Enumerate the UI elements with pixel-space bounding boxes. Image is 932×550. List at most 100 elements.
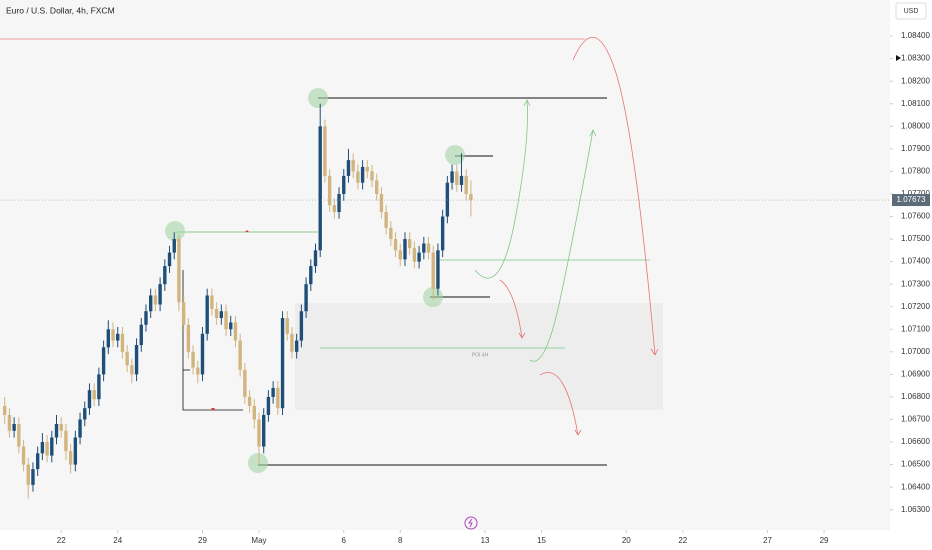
x-tick-label: 15 <box>537 536 546 545</box>
candle-body <box>313 250 318 267</box>
candle-body <box>417 252 421 262</box>
x-tick-label: 6 <box>342 536 347 545</box>
swing-circle <box>308 88 328 108</box>
candle-body <box>68 451 73 465</box>
candle-body <box>398 250 402 260</box>
y-tick-label: 1.07000 <box>901 347 930 356</box>
candle-body <box>299 311 304 341</box>
candle-body <box>125 351 129 366</box>
x-tick-label: 20 <box>622 536 631 545</box>
candle-body <box>64 430 68 452</box>
candle-body <box>92 390 96 400</box>
candle-body <box>346 160 351 176</box>
last-price-box <box>892 194 930 207</box>
candle-body <box>450 171 454 183</box>
candle-body <box>214 308 219 318</box>
candle-body <box>365 166 369 172</box>
currency: USD <box>904 8 919 15</box>
candle-body <box>26 464 30 485</box>
y-tick-label: 1.07400 <box>901 257 930 266</box>
candle-body <box>3 405 7 415</box>
candle-body <box>158 284 162 305</box>
candle-body <box>116 333 120 341</box>
red-arrow <box>539 372 582 436</box>
y-tick-label: 1.07600 <box>901 212 930 221</box>
candle-body <box>243 369 247 397</box>
swing-circle <box>165 221 185 241</box>
candle-body <box>163 266 167 285</box>
candle-body <box>167 252 172 267</box>
candle-body <box>35 453 40 470</box>
candle-body <box>257 419 261 447</box>
x-tick-label: 22 <box>57 536 66 545</box>
candle-body <box>384 212 388 228</box>
candle-body <box>50 437 54 456</box>
candle-body <box>247 396 252 406</box>
candle-body <box>370 171 374 181</box>
candle-body <box>412 248 417 262</box>
candle-body <box>45 442 49 456</box>
candle-body <box>332 205 337 212</box>
candle-body <box>177 239 181 303</box>
y-tick-label: 1.07300 <box>901 279 930 288</box>
candle-body <box>196 367 200 375</box>
candle-body <box>337 193 341 212</box>
y-tick-label: 1.06600 <box>901 437 930 446</box>
y-tick-label: 1.06700 <box>901 415 930 424</box>
candle-body <box>309 266 313 285</box>
poi-zone <box>295 303 663 410</box>
candle-body <box>120 333 125 352</box>
y-tick-label: 1.07100 <box>901 324 930 333</box>
candle-body <box>351 160 355 172</box>
candle-body <box>205 295 209 334</box>
candle-body <box>323 126 327 176</box>
candle-body <box>403 239 407 260</box>
candle-body <box>21 446 26 465</box>
candle-body <box>59 424 63 431</box>
candle-body <box>375 180 379 194</box>
candle-body <box>379 193 384 212</box>
candle-body <box>266 396 271 415</box>
candle-body <box>422 243 426 253</box>
candle-body <box>426 243 431 253</box>
candle-body <box>440 216 445 251</box>
y-tick-label: 1.08200 <box>901 76 930 85</box>
candle-body <box>78 419 82 438</box>
time-axis-panel <box>0 530 890 550</box>
candle-body <box>40 442 45 454</box>
y-tick-label: 1.08300 <box>901 54 930 63</box>
candle-body <box>327 175 332 206</box>
candle-body <box>431 252 435 289</box>
candle-body <box>130 365 134 375</box>
candle-body <box>97 374 101 400</box>
candle-body <box>459 175 464 185</box>
candle-body <box>181 302 186 325</box>
x-tick-label: 13 <box>481 536 490 545</box>
candle-body <box>87 390 92 409</box>
y-tick-label: 1.08400 <box>901 31 930 40</box>
swing-circle <box>248 453 268 473</box>
green-arrow <box>474 99 531 279</box>
candle-body <box>342 175 346 194</box>
candle-body <box>271 387 275 397</box>
candle-body <box>455 171 459 185</box>
marker <box>245 230 249 232</box>
y-tick-label: 1.06300 <box>901 505 930 514</box>
y-tick-label: 1.06800 <box>901 392 930 401</box>
candle-body <box>83 408 87 420</box>
y-tick-label: 1.07500 <box>901 234 930 243</box>
currency-box[interactable] <box>895 2 927 20</box>
candle-body <box>139 324 143 346</box>
annotation: POI 4H <box>472 352 489 358</box>
event-icon <box>468 518 473 528</box>
x-tick-label: 29 <box>820 536 829 545</box>
green-arrow <box>529 129 597 362</box>
swing-circle <box>445 145 465 165</box>
candle-body <box>252 405 256 420</box>
last-price-label: 1.07673 <box>897 195 926 204</box>
y-tick-label: 1.06400 <box>901 482 930 491</box>
x-tick-label: 8 <box>398 536 403 545</box>
candle-body <box>111 329 115 341</box>
candle-body <box>294 340 299 352</box>
